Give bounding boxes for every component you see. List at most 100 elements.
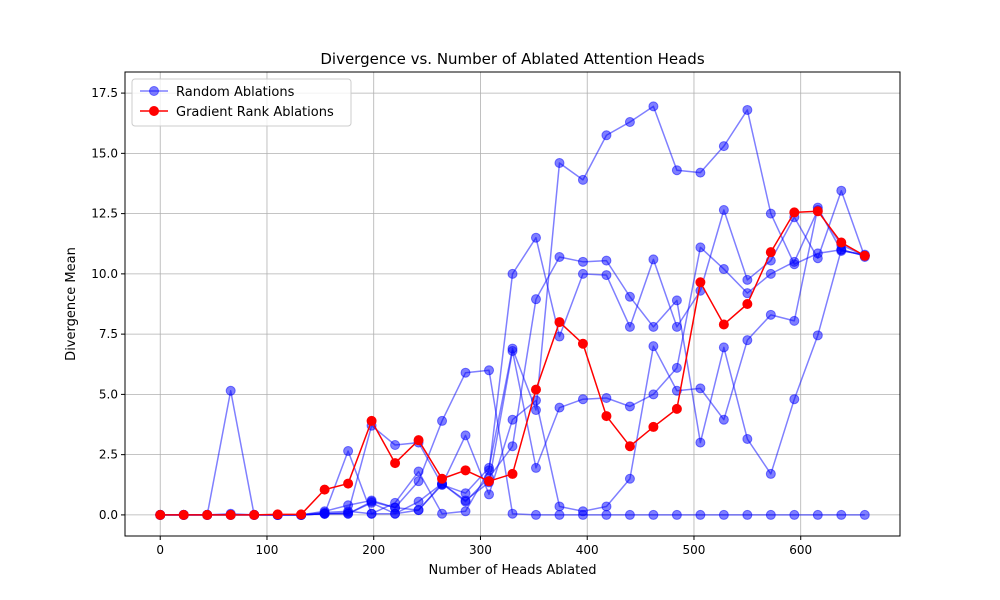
data-point — [438, 509, 447, 518]
x-tick-label: 400 — [576, 543, 599, 557]
data-point — [649, 390, 658, 399]
data-point — [461, 507, 470, 516]
data-point — [461, 466, 470, 475]
y-axis-label: Divergence Mean — [64, 247, 79, 361]
data-point — [391, 509, 400, 518]
legend-marker-gradient — [150, 107, 159, 116]
legend-label-random: Random Ablations — [176, 85, 295, 100]
data-point — [696, 278, 705, 287]
data-point — [602, 412, 611, 421]
data-point — [719, 265, 728, 274]
data-point — [531, 295, 540, 304]
data-point — [837, 510, 846, 519]
data-point — [766, 310, 775, 319]
y-tick-label: 5.0 — [99, 387, 118, 401]
data-point — [625, 442, 634, 451]
data-point — [391, 441, 400, 450]
legend: Random Ablations Gradient Rank Ablations — [132, 79, 351, 126]
data-point — [719, 320, 728, 329]
data-point — [649, 322, 658, 331]
data-point — [813, 331, 822, 340]
data-point — [790, 510, 799, 519]
data-point — [625, 322, 634, 331]
data-point — [743, 336, 752, 345]
data-point — [414, 497, 423, 506]
data-point — [766, 469, 775, 478]
data-point — [790, 395, 799, 404]
x-tick-label: 500 — [683, 543, 706, 557]
data-point — [578, 269, 587, 278]
data-point — [602, 502, 611, 511]
data-point — [391, 459, 400, 468]
data-point — [743, 434, 752, 443]
data-point — [602, 271, 611, 280]
data-point — [696, 438, 705, 447]
data-point — [179, 510, 188, 519]
data-point — [156, 510, 165, 519]
data-point — [203, 510, 212, 519]
data-point — [790, 257, 799, 266]
data-point — [438, 416, 447, 425]
data-point — [602, 256, 611, 265]
data-point — [226, 386, 235, 395]
data-point — [297, 510, 306, 519]
chart-title: Divergence vs. Number of Ablated Attenti… — [320, 50, 704, 68]
data-point — [696, 384, 705, 393]
data-point — [743, 300, 752, 309]
data-point — [672, 404, 681, 413]
data-point — [696, 243, 705, 252]
data-point — [485, 490, 494, 499]
data-point — [508, 509, 517, 518]
data-point — [625, 118, 634, 127]
data-point — [860, 510, 869, 519]
data-point — [649, 510, 658, 519]
data-point — [250, 510, 259, 519]
data-point — [531, 233, 540, 242]
data-point — [578, 175, 587, 184]
data-point — [461, 431, 470, 440]
data-point — [578, 507, 587, 516]
data-point — [367, 497, 376, 506]
data-point — [555, 502, 564, 511]
data-point — [367, 509, 376, 518]
data-point — [649, 422, 658, 431]
data-point — [672, 296, 681, 305]
data-point — [273, 510, 282, 519]
data-point — [320, 508, 329, 517]
y-tick-label: 7.5 — [99, 327, 118, 341]
data-point — [485, 366, 494, 375]
y-tick-label: 15.0 — [91, 146, 118, 160]
x-tick-label: 0 — [156, 543, 164, 557]
data-point — [578, 257, 587, 266]
data-point — [555, 158, 564, 167]
data-point — [414, 506, 423, 515]
data-point — [555, 510, 564, 519]
x-axis-label: Number of Heads Ablated — [429, 563, 597, 578]
data-point — [649, 342, 658, 351]
data-point — [696, 510, 705, 519]
data-point — [719, 510, 728, 519]
data-point — [555, 403, 564, 412]
data-point — [578, 395, 587, 404]
data-point — [602, 510, 611, 519]
data-point — [344, 447, 353, 456]
data-point — [672, 363, 681, 372]
data-point — [531, 510, 540, 519]
data-point — [649, 102, 658, 111]
data-point — [461, 368, 470, 377]
data-point — [508, 269, 517, 278]
data-point — [719, 343, 728, 352]
data-point — [344, 479, 353, 488]
data-point — [367, 416, 376, 425]
data-point — [485, 477, 494, 486]
y-tick-label: 0.0 — [99, 508, 118, 522]
y-tick-label: 2.5 — [99, 448, 118, 462]
data-point — [625, 292, 634, 301]
data-point — [414, 436, 423, 445]
y-tick-label: 12.5 — [91, 207, 118, 221]
data-point — [578, 339, 587, 348]
data-point — [625, 402, 634, 411]
x-tick-label: 200 — [362, 543, 385, 557]
data-point — [719, 205, 728, 214]
